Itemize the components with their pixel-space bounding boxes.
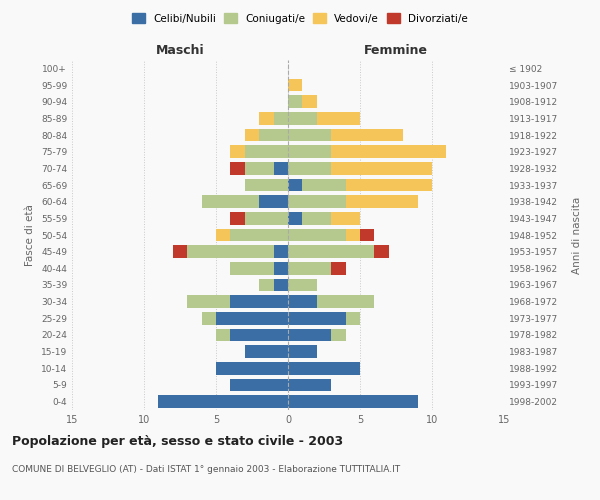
Bar — [216, 329, 230, 341]
Bar — [274, 162, 288, 174]
Bar — [202, 312, 216, 324]
Bar — [317, 112, 360, 124]
Bar — [274, 279, 288, 291]
Bar — [331, 212, 360, 224]
Bar — [259, 129, 288, 141]
Bar — [288, 346, 317, 358]
Bar — [259, 196, 288, 208]
Bar — [274, 112, 288, 124]
Bar — [187, 296, 230, 308]
Bar — [230, 229, 288, 241]
Bar — [317, 296, 374, 308]
Bar — [230, 146, 245, 158]
Bar — [288, 396, 418, 408]
Bar — [288, 229, 346, 241]
Bar — [230, 379, 288, 391]
Bar — [331, 146, 446, 158]
Bar — [331, 129, 403, 141]
Bar — [346, 312, 360, 324]
Bar — [302, 179, 346, 192]
Bar — [288, 296, 317, 308]
Bar — [374, 246, 389, 258]
Bar — [274, 246, 288, 258]
Bar — [346, 229, 360, 241]
Bar — [245, 129, 259, 141]
Bar — [158, 396, 288, 408]
Text: Popolazione per età, sesso e stato civile - 2003: Popolazione per età, sesso e stato civil… — [12, 435, 343, 448]
Bar — [302, 212, 331, 224]
Bar — [288, 129, 331, 141]
Text: Femmine: Femmine — [364, 44, 428, 57]
Bar — [259, 279, 274, 291]
Text: COMUNE DI BELVEGLIO (AT) - Dati ISTAT 1° gennaio 2003 - Elaborazione TUTTITALIA.: COMUNE DI BELVEGLIO (AT) - Dati ISTAT 1°… — [12, 465, 400, 474]
Bar — [288, 112, 317, 124]
Y-axis label: Fasce di età: Fasce di età — [25, 204, 35, 266]
Bar — [288, 362, 360, 374]
Bar — [230, 162, 245, 174]
Bar — [331, 329, 346, 341]
Bar — [288, 146, 331, 158]
Bar — [173, 246, 187, 258]
Bar — [230, 296, 288, 308]
Bar — [288, 196, 346, 208]
Bar — [245, 162, 274, 174]
Bar — [245, 179, 288, 192]
Bar — [331, 262, 346, 274]
Bar — [216, 312, 288, 324]
Bar — [346, 179, 432, 192]
Bar — [274, 262, 288, 274]
Bar — [288, 179, 302, 192]
Bar — [216, 229, 230, 241]
Bar — [288, 162, 331, 174]
Bar — [187, 246, 274, 258]
Bar — [202, 196, 259, 208]
Bar — [288, 96, 302, 108]
Bar — [230, 329, 288, 341]
Text: Maschi: Maschi — [155, 44, 205, 57]
Bar — [288, 312, 346, 324]
Bar — [288, 329, 331, 341]
Bar — [288, 79, 302, 92]
Bar — [230, 212, 245, 224]
Bar — [288, 379, 331, 391]
Bar — [288, 279, 317, 291]
Bar — [245, 146, 288, 158]
Bar — [245, 212, 288, 224]
Bar — [346, 196, 418, 208]
Bar — [259, 112, 274, 124]
Bar — [245, 346, 288, 358]
Bar — [288, 262, 331, 274]
Bar — [288, 212, 302, 224]
Y-axis label: Anni di nascita: Anni di nascita — [572, 196, 582, 274]
Bar — [360, 229, 374, 241]
Bar — [230, 262, 274, 274]
Bar — [288, 246, 374, 258]
Legend: Celibi/Nubili, Coniugati/e, Vedovi/e, Divorziati/e: Celibi/Nubili, Coniugati/e, Vedovi/e, Di… — [129, 10, 471, 26]
Bar — [302, 96, 317, 108]
Bar — [216, 362, 288, 374]
Bar — [331, 162, 432, 174]
